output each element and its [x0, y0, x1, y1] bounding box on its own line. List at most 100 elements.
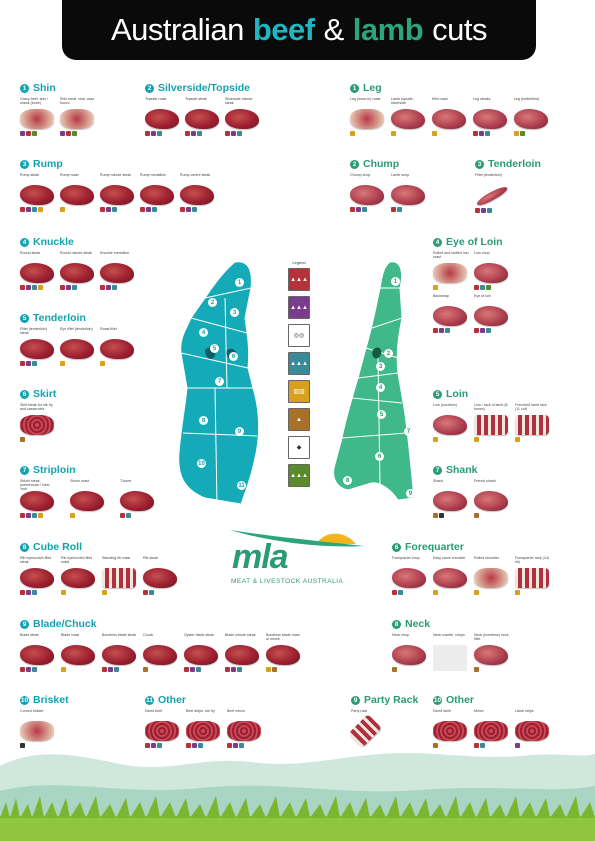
cut-item[interactable]: Forequarter rack (4-6 rib) [515, 556, 551, 595]
cut-item[interactable]: Neck chop [392, 633, 428, 672]
cut-item[interactable]: Silverside minute steak [225, 97, 261, 136]
cut-item[interactable]: Beef mince [227, 709, 263, 748]
cut-image [140, 185, 174, 205]
cut-image [20, 568, 54, 588]
cut-item[interactable]: Frenched lamb rack (11 cut) [515, 403, 551, 442]
cut-item[interactable]: Topside steak [185, 97, 221, 136]
cut-item[interactable]: Chuck [143, 633, 179, 672]
cut-item[interactable]: Roast fillet [100, 327, 136, 366]
cut-item[interactable]: Rump roast [60, 173, 96, 212]
cut-item[interactable]: Fillet (tenderloin) [475, 173, 511, 213]
cut-item[interactable]: Boneless blade steak [102, 633, 138, 672]
cut-item[interactable]: Rump minute steak [100, 173, 136, 212]
cut-item[interactable]: Lamb strips [515, 709, 551, 748]
cut-label: Eye fillet (tenderloin) [60, 327, 93, 331]
section-number: 8 [392, 619, 401, 629]
lamb-map-num: 4 [376, 383, 385, 392]
cut-label: Fillet (tenderloin) steak [20, 327, 47, 336]
cut-item[interactable]: Lamb topside, silverside [391, 97, 427, 136]
cut-item[interactable]: Rib steak [143, 556, 179, 595]
cut-image [475, 184, 509, 208]
cut-item[interactable]: Beef strips, stir fry [186, 709, 222, 748]
cut-item[interactable]: Blade roast [61, 633, 97, 672]
cut-image [433, 306, 467, 326]
cut-label: Rolled and stuffed loin roast [433, 251, 469, 260]
cut-image [225, 109, 259, 129]
cut-item[interactable]: Backstrap [433, 294, 469, 333]
cut-image [20, 185, 54, 205]
beef-map-num: 5 [210, 344, 219, 353]
cut-item[interactable]: Eye fillet (tenderloin) [60, 327, 96, 366]
cut-item[interactable]: Sirloin steak, porterhouse / New York [20, 479, 56, 518]
lamb-section-party-rack: 9 Party Rack Party rack [348, 694, 418, 748]
cut-item[interactable]: Rolled and stuffed loin roast [433, 251, 469, 290]
cut-image [100, 263, 134, 283]
cut-item[interactable]: Rib eye/scotch fillet steak [20, 556, 56, 595]
cut-item[interactable]: Rump medallion [140, 173, 176, 212]
cut-item[interactable]: Topside roast [145, 97, 181, 136]
cut-item[interactable]: Shin meat, veal, osso bucco [60, 97, 96, 136]
cut-label: Loin / rack of lamb (8 bones) [474, 403, 508, 412]
cut-item[interactable]: Rump centre steak [180, 173, 216, 212]
cut-item[interactable]: Chump chop [350, 173, 386, 212]
cut-label: Silverside minute steak [225, 97, 253, 106]
cut-item[interactable]: Leg (bone-in) roast [350, 97, 386, 136]
cut-item[interactable]: Loin (shortloin) [433, 403, 469, 442]
cut-item[interactable]: Loin chop [474, 251, 510, 290]
cooking-icons [474, 743, 510, 748]
cut-item[interactable]: Rolled shoulder [474, 556, 510, 595]
cut-item[interactable]: Diced lamb [433, 709, 469, 748]
cut-item[interactable]: Diced beef [145, 709, 181, 748]
cut-item[interactable]: Oyster blade steak [184, 633, 220, 672]
cut-item[interactable]: Party rack [348, 709, 387, 748]
cut-image [185, 109, 219, 129]
cut-item[interactable]: T-bone [120, 479, 156, 518]
beef-map-num: 6 [229, 352, 238, 361]
cut-label: Forequarter rack (4-6 rib) [515, 556, 549, 565]
cut-item[interactable]: Blade minute steak [225, 633, 261, 672]
lamb-map-num: 3 [376, 362, 385, 371]
cut-item[interactable]: Skirt steak for stir fry and casseroles [20, 403, 56, 442]
roast-icon: ▥▥ [288, 380, 310, 403]
cut-image [227, 721, 261, 741]
cut-item[interactable]: Mini roast [432, 97, 468, 136]
cut-item[interactable]: Fillet (tenderloin) steak [20, 327, 56, 366]
cut-item[interactable]: Boneless blade roast or mince [266, 633, 302, 672]
cut-label: Roast fillet [100, 327, 117, 331]
cut-image [20, 415, 54, 435]
cut-item[interactable]: Standing rib roast [102, 556, 138, 595]
cut-item[interactable]: French shank [474, 479, 510, 518]
cut-item[interactable]: Round steak [20, 251, 56, 290]
beef-section-other: 11 Other Diced beef Beef strips, stir fry… [145, 694, 263, 748]
cut-item[interactable]: Leg (butterflied) [514, 97, 550, 136]
cut-item[interactable]: Sirloin roast [70, 479, 106, 518]
cut-label: Beef mince [227, 709, 245, 713]
cut-item[interactable]: Shank [433, 479, 469, 518]
cut-label: Forequarter chop [392, 556, 420, 560]
cut-item[interactable]: Easy carve shoulder [433, 556, 469, 595]
cut-item[interactable]: Neck (boneless) neck fillet [474, 633, 510, 672]
cut-item[interactable]: Gravy beef, shin / shank (bone) [20, 97, 56, 136]
cut-image [432, 109, 466, 129]
cut-item[interactable]: Round minute steak [60, 251, 96, 290]
cut-item[interactable]: Leg steaks [473, 97, 509, 136]
cut-item[interactable]: Knuckle medallion [100, 251, 136, 290]
cut-item[interactable]: Lamb rump [391, 173, 427, 212]
cut-label: Gravy beef, shin / shank (bone) [20, 97, 49, 106]
cut-item[interactable]: Rump steak [20, 173, 56, 212]
cut-item[interactable]: Forequarter chop [392, 556, 428, 595]
cooking-icons [100, 361, 136, 366]
cut-item[interactable]: Rib eye/scotch fillet roast [61, 556, 97, 595]
cut-item[interactable]: Neck rosette, chops [433, 633, 469, 672]
cut-item[interactable]: Eye of loin [474, 294, 510, 333]
cut-item[interactable]: Loin / rack of lamb (8 bones) [474, 403, 510, 442]
lamb-map-num: 9 [406, 489, 415, 498]
cut-label: T-bone [120, 479, 132, 483]
mla-logo-text: mla [232, 538, 289, 576]
cut-label: Rump minute steak [100, 173, 131, 177]
cut-item[interactable]: Corned brisket [20, 709, 56, 748]
cut-label: Fillet (tenderloin) [475, 173, 502, 177]
cut-image [515, 721, 549, 741]
cut-item[interactable]: Mince [474, 709, 510, 748]
cut-item[interactable]: Blade steak [20, 633, 56, 672]
